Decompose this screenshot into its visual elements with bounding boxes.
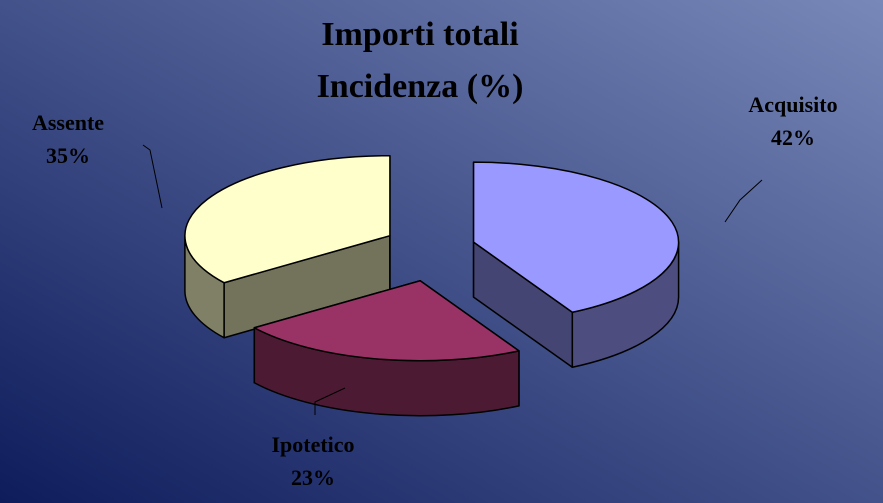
chart-subtitle: Incidenza (%) xyxy=(317,68,524,105)
category-label: Acquisito xyxy=(748,92,837,117)
slice xyxy=(253,279,520,417)
category-label: Ipotetico xyxy=(271,432,354,457)
slice xyxy=(184,154,391,339)
leader-line xyxy=(142,144,163,209)
slice xyxy=(472,161,680,369)
value-label: 23% xyxy=(291,465,335,490)
category-label: Assente xyxy=(32,110,104,135)
slice-top xyxy=(253,279,520,362)
chart-title: Importi totali xyxy=(321,16,518,53)
value-label: 35% xyxy=(46,143,90,168)
slice-top xyxy=(472,161,680,314)
slice-top xyxy=(184,154,391,284)
leader-line xyxy=(724,179,763,223)
value-label: 42% xyxy=(771,125,815,150)
labels: Acquisito 42% Ipotetico 23% Assente 35% xyxy=(32,92,838,490)
leader-line xyxy=(314,387,346,415)
pie xyxy=(184,154,680,417)
